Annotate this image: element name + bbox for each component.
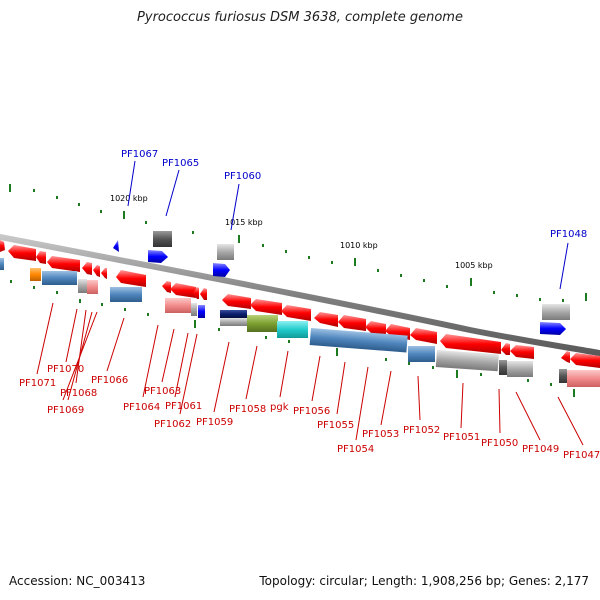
gene-arrow-y <box>570 353 600 368</box>
gene-arrow-p <box>314 312 338 327</box>
gene-arrow-g <box>101 268 107 279</box>
label-pf1066: PF1066 <box>91 375 128 386</box>
cds-orange <box>30 268 41 281</box>
upper-leader-lines <box>127 160 569 290</box>
outer-scale-ticks <box>9 184 587 302</box>
label-pf1056: PF1056 <box>293 406 330 417</box>
gene-arrow-a <box>0 240 5 252</box>
gene-arrow-r <box>365 321 386 336</box>
cds-cyan <box>277 321 308 338</box>
gene-arrow-o <box>281 305 311 321</box>
label-pf1052: PF1052 <box>403 425 440 436</box>
gene-arrow-v <box>501 343 510 355</box>
label-pf1069: PF1069 <box>47 405 84 416</box>
label-pf1055: PF1055 <box>317 420 354 431</box>
gene-arrow-i <box>162 281 171 293</box>
label-pf1060: PF1060 <box>224 171 261 182</box>
accession-text: Accession: NC_003413 <box>9 574 146 588</box>
gene-arrow-f <box>93 265 100 277</box>
gene-pf1060-arrow <box>213 263 230 277</box>
gene-arrow-t <box>410 328 437 344</box>
gene-arrow-x <box>561 351 570 363</box>
label-pf1051: PF1051 <box>443 432 480 443</box>
gene-arrow-k <box>193 287 199 299</box>
map-title: Pyrococcus furiosus DSM 3638, complete g… <box>137 10 463 25</box>
label-pf1063: PF1063 <box>144 386 181 397</box>
gene-arrow-j <box>170 283 196 298</box>
label-pgk: pgk <box>270 402 289 413</box>
cds-feature-boxes <box>0 258 600 387</box>
label-pf1068: PF1068 <box>60 388 97 399</box>
gene-pf1065-cds <box>153 231 172 247</box>
gene-arrow-w <box>510 345 534 359</box>
label-pf1062: PF1062 <box>154 419 191 430</box>
gene-pf1060-cds <box>217 244 234 260</box>
gene-arrow-u <box>440 334 501 354</box>
upper-labels: PF1067 PF1065 PF1060 PF1048 <box>121 149 587 240</box>
gene-arrow-n <box>250 299 282 315</box>
lower-leader-lines <box>36 302 584 446</box>
gene-pf1067-arrow <box>113 240 119 252</box>
label-pf1054: PF1054 <box>337 444 374 455</box>
label-pf1047: PF1047 <box>563 450 600 461</box>
gene-arrow-h <box>116 270 146 287</box>
label-pf1050: PF1050 <box>481 438 518 449</box>
gene-pf1065-arrow <box>148 250 168 263</box>
topology-text: Topology: circular; Length: 1,908,256 bp… <box>259 574 589 588</box>
gene-arrow-e <box>82 262 92 275</box>
gene-arrow-d <box>47 256 80 272</box>
lower-labels: PF1071 PF1070 PF1068 PF1069 PF1066 PF106… <box>19 364 600 461</box>
label-pf1070: PF1070 <box>47 364 84 375</box>
gene-pf1048-cds <box>542 304 570 320</box>
cds-navy <box>220 310 247 318</box>
upper-strand-genes <box>113 231 570 335</box>
gene-arrow-m <box>222 294 251 309</box>
gene-arrow-q <box>338 315 366 331</box>
label-pf1061: PF1061 <box>165 401 202 412</box>
label-pf1064: PF1064 <box>123 402 160 413</box>
scale-label-1005: 1005 kbp <box>455 261 493 270</box>
label-pf1059: PF1059 <box>196 417 233 428</box>
label-pf1071: PF1071 <box>19 378 56 389</box>
gene-arrow-c <box>36 251 46 264</box>
genome-backbone <box>0 233 600 357</box>
cds-olive <box>247 315 278 332</box>
label-pf1053: PF1053 <box>362 429 399 440</box>
label-pf1049: PF1049 <box>522 444 559 455</box>
label-pf1058: PF1058 <box>229 404 266 415</box>
gene-arrow-b <box>8 245 36 261</box>
gene-pf1048-arrow <box>540 322 566 335</box>
scale-label-1010: 1010 kbp <box>340 241 378 250</box>
label-pf1048: PF1048 <box>550 229 587 240</box>
scale-label-1015: 1015 kbp <box>225 218 263 227</box>
lower-strand-genes <box>0 240 600 368</box>
inner-scale-ticks <box>10 280 575 397</box>
gene-arrow-l <box>200 288 207 300</box>
label-pf1067: PF1067 <box>121 149 158 160</box>
label-pf1065: PF1065 <box>162 158 199 169</box>
